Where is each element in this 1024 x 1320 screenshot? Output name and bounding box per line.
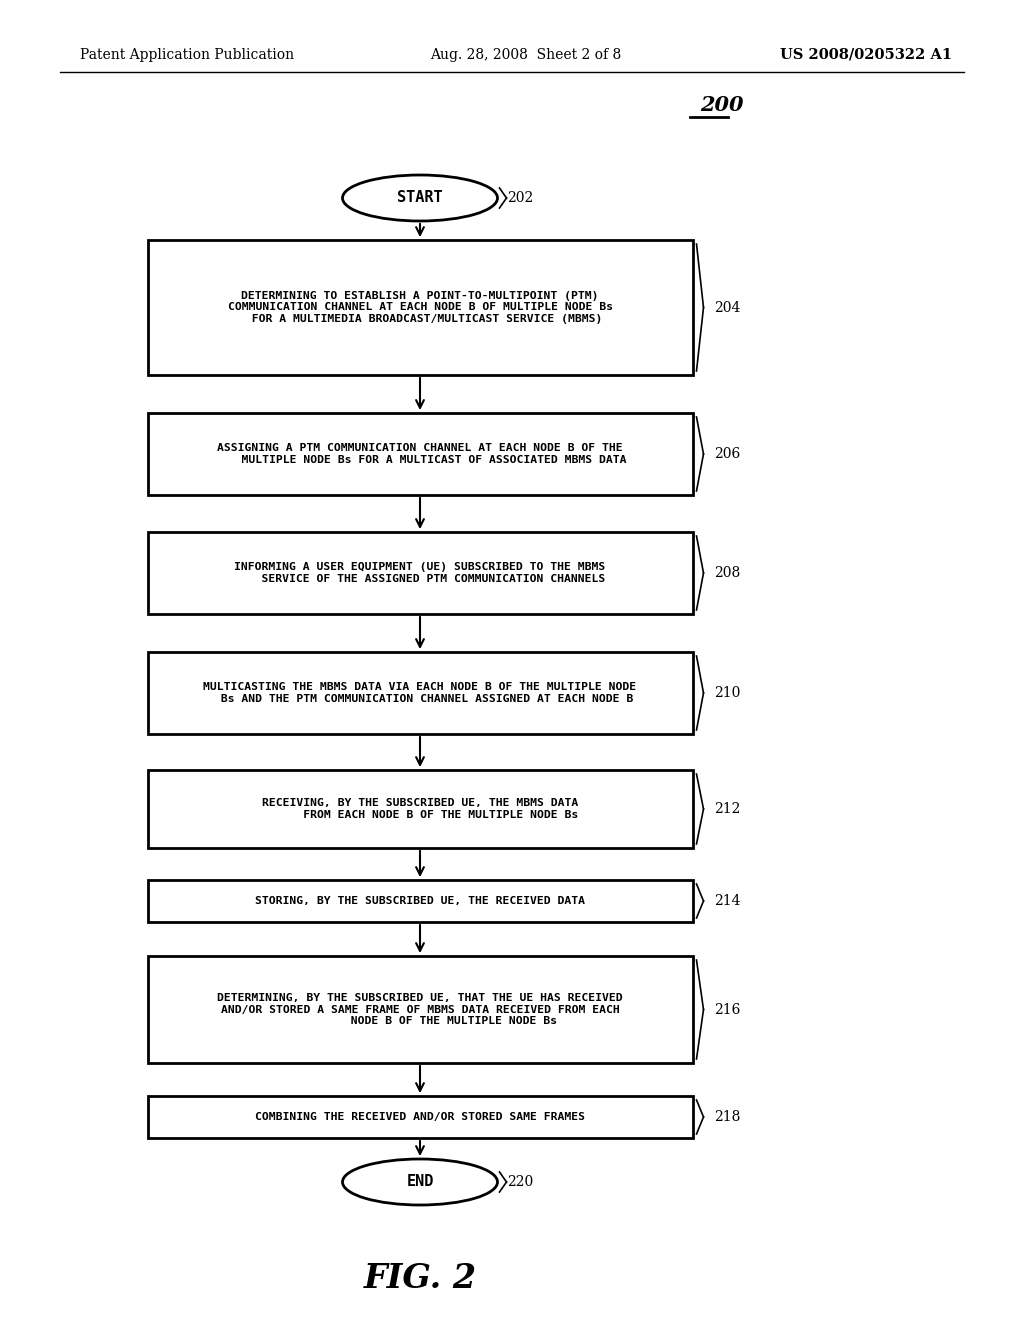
Text: ASSIGNING A PTM COMMUNICATION CHANNEL AT EACH NODE B OF THE
    MULTIPLE NODE Bs: ASSIGNING A PTM COMMUNICATION CHANNEL AT… xyxy=(214,444,627,465)
Text: 212: 212 xyxy=(715,803,741,816)
Text: 210: 210 xyxy=(715,686,741,700)
Ellipse shape xyxy=(342,1159,498,1205)
Text: 204: 204 xyxy=(715,301,741,314)
Text: Patent Application Publication: Patent Application Publication xyxy=(80,48,294,62)
Text: 206: 206 xyxy=(715,447,740,461)
Bar xyxy=(147,413,692,495)
Bar xyxy=(147,532,692,614)
Text: FIG. 2: FIG. 2 xyxy=(364,1262,476,1295)
Text: 202: 202 xyxy=(508,191,534,205)
Text: DETERMINING TO ESTABLISH A POINT-TO-MULTIPOINT (PTM)
COMMUNICATION CHANNEL AT EA: DETERMINING TO ESTABLISH A POINT-TO-MULT… xyxy=(227,290,612,325)
Bar xyxy=(147,956,692,1063)
Text: DETERMINING, BY THE SUBSCRIBED UE, THAT THE UE HAS RECEIVED
AND/OR STORED A SAME: DETERMINING, BY THE SUBSCRIBED UE, THAT … xyxy=(217,993,623,1026)
Bar xyxy=(147,880,692,921)
Text: 200: 200 xyxy=(700,95,743,115)
Text: MULTICASTING THE MBMS DATA VIA EACH NODE B OF THE MULTIPLE NODE
  Bs AND THE PTM: MULTICASTING THE MBMS DATA VIA EACH NODE… xyxy=(204,682,637,704)
Bar xyxy=(147,1096,692,1138)
Text: 214: 214 xyxy=(715,894,741,908)
Text: STORING, BY THE SUBSCRIBED UE, THE RECEIVED DATA: STORING, BY THE SUBSCRIBED UE, THE RECEI… xyxy=(255,896,585,906)
Text: RECEIVING, BY THE SUBSCRIBED UE, THE MBMS DATA
      FROM EACH NODE B OF THE MUL: RECEIVING, BY THE SUBSCRIBED UE, THE MBM… xyxy=(262,799,579,820)
Text: 208: 208 xyxy=(715,566,740,579)
Text: 220: 220 xyxy=(508,1175,534,1189)
Text: 216: 216 xyxy=(715,1002,741,1016)
Text: COMBINING THE RECEIVED AND/OR STORED SAME FRAMES: COMBINING THE RECEIVED AND/OR STORED SAM… xyxy=(255,1111,585,1122)
Bar xyxy=(147,240,692,375)
Text: 218: 218 xyxy=(715,1110,741,1125)
Bar xyxy=(147,652,692,734)
Ellipse shape xyxy=(342,176,498,220)
Bar xyxy=(147,770,692,847)
Text: END: END xyxy=(407,1175,434,1189)
Text: Aug. 28, 2008  Sheet 2 of 8: Aug. 28, 2008 Sheet 2 of 8 xyxy=(430,48,622,62)
Text: START: START xyxy=(397,190,442,206)
Text: US 2008/0205322 A1: US 2008/0205322 A1 xyxy=(780,48,952,62)
Text: INFORMING A USER EQUIPMENT (UE) SUBSCRIBED TO THE MBMS
    SERVICE OF THE ASSIGN: INFORMING A USER EQUIPMENT (UE) SUBSCRIB… xyxy=(234,562,605,583)
